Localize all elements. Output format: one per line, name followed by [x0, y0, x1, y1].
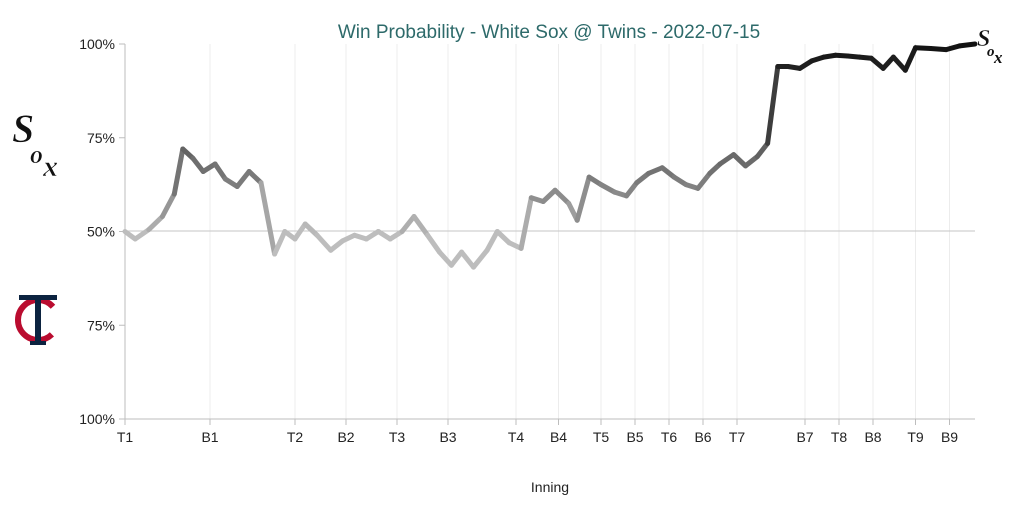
win-probability-segment	[212, 161, 228, 182]
win-probability-segment	[314, 232, 334, 253]
win-probability-segment	[171, 146, 186, 197]
x-tick-label: T9	[907, 429, 924, 445]
win-probability-segment	[258, 180, 278, 257]
win-probability-segment	[471, 247, 490, 270]
win-probability-segment	[913, 45, 934, 51]
win-probability-segment	[484, 229, 500, 253]
x-tick-label: B8	[864, 429, 881, 445]
win-probability-segment	[743, 154, 760, 169]
win-probability-segment	[717, 152, 737, 167]
win-probability-segment	[957, 41, 978, 49]
win-probability-segment	[765, 64, 781, 146]
x-tick-label: T5	[593, 429, 610, 445]
win-probability-segment	[880, 54, 896, 71]
y-tick-label: 100%	[79, 411, 115, 427]
y-tick-label: 100%	[79, 36, 115, 52]
win-probability-segment	[246, 169, 264, 186]
win-probability-segment	[302, 221, 320, 238]
win-probability-line	[122, 41, 978, 270]
win-probability-segment	[399, 214, 417, 234]
x-axis-ticks: T1 B1 T2 B2 T3 B3 T4 B4 T5 B5 T6 B6 T7 B7 T8 B8 T9 B9	[117, 419, 958, 445]
win-probability-segment	[159, 191, 177, 219]
white-sox-logo: S o x	[12, 106, 59, 184]
x-tick-label: T1	[117, 429, 134, 445]
win-probability-segment	[634, 170, 652, 186]
win-probability-segment	[328, 238, 346, 253]
y-tick-label: 75%	[87, 130, 115, 146]
x-tick-label: B9	[941, 429, 958, 445]
win-probability-segment	[552, 187, 572, 206]
win-probability-segment	[459, 249, 476, 270]
twins-logo	[15, 295, 61, 345]
win-probability-segment	[598, 182, 618, 195]
win-probability-segment	[624, 180, 640, 199]
svg-text:o: o	[30, 140, 43, 169]
x-tick-label: T7	[729, 429, 746, 445]
win-probability-segment	[540, 187, 558, 204]
y-tick-label: 75%	[87, 317, 115, 333]
x-tick-label: B1	[201, 429, 218, 445]
x-tick-label: B7	[796, 429, 813, 445]
win-probability-segment	[425, 232, 442, 255]
x-tick-label: B3	[439, 429, 456, 445]
win-probability-segment	[695, 170, 713, 191]
x-tick-label: T2	[287, 429, 304, 445]
x-tick-label: T4	[508, 429, 525, 445]
win-probability-segment	[518, 195, 534, 251]
svg-text:o: o	[987, 44, 995, 60]
win-probability-segment	[902, 45, 918, 73]
x-tick-label: B6	[694, 429, 711, 445]
x-tick-label: T6	[661, 429, 678, 445]
win-probability-segment	[234, 169, 252, 189]
win-probability-segment	[190, 155, 206, 174]
x-tick-label: B2	[337, 429, 354, 445]
win-probability-segment	[494, 229, 512, 246]
win-probability-segment	[132, 227, 152, 242]
white-sox-end-logo: S o x	[977, 26, 1003, 67]
x-tick-label: B5	[626, 429, 643, 445]
svg-text:x: x	[993, 48, 1003, 67]
win-probability-segment	[437, 249, 454, 268]
svg-text:x: x	[42, 150, 58, 183]
win-probability-segment	[574, 174, 592, 223]
win-probability-segment	[731, 152, 748, 169]
chart-title: Win Probability - White Sox @ Twins - 20…	[338, 22, 760, 43]
y-axis-ticks: 100% 75% 50% 75% 100%	[79, 36, 125, 427]
svg-text:S: S	[12, 106, 34, 151]
x-axis-title: Inning	[531, 479, 569, 495]
win-probability-segment	[448, 249, 465, 268]
y-tick-label: 50%	[87, 224, 115, 240]
win-probability-segment	[292, 221, 308, 242]
win-probability-segment	[754, 140, 771, 159]
x-tick-label: B4	[550, 429, 567, 445]
win-probability-segment	[928, 46, 949, 53]
x-tick-label: T3	[389, 429, 406, 445]
svg-text:S: S	[977, 26, 990, 52]
win-probability-segment	[890, 54, 908, 73]
win-probability-segment	[272, 229, 288, 257]
win-probability-segment	[868, 55, 886, 71]
win-probability-segment	[411, 214, 431, 238]
x-tick-label: T8	[831, 429, 848, 445]
win-probability-segment	[146, 214, 165, 233]
win-probability-segment	[659, 165, 677, 180]
